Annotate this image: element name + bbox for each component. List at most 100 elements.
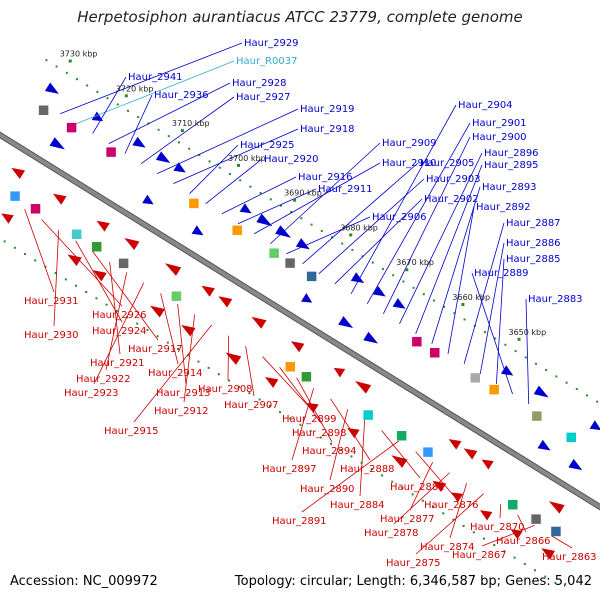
forward-gene-arrow <box>44 82 59 94</box>
map-title: Herpetosiphon aurantiacus ATCC 23779, co… <box>77 8 523 26</box>
track-dot <box>493 543 496 546</box>
track-dot <box>442 512 445 515</box>
gene-label: Haur_2916 <box>298 172 353 183</box>
reverse-gene-arrow <box>354 380 372 394</box>
callout-line <box>279 366 323 425</box>
forward-gene-arrow <box>191 225 204 236</box>
gene-label: Haur_2909 <box>382 138 437 149</box>
callout-line <box>286 216 371 255</box>
track-dot <box>249 185 252 188</box>
tick-mark <box>180 129 184 133</box>
track-dot <box>392 274 395 277</box>
gene-label: Haur_2890 <box>300 484 355 495</box>
track-dot <box>443 305 446 308</box>
reverse-gene-arrow <box>201 285 215 297</box>
callout-line <box>481 524 535 547</box>
gene-label: Haur_2925 <box>240 140 295 151</box>
track-dot <box>575 388 578 391</box>
callout-line <box>227 335 230 381</box>
reverse-gene-arrow <box>463 448 478 460</box>
gene-label: Haur_2931 <box>24 296 79 307</box>
gene-label: Haur_2905 <box>420 158 475 169</box>
feature-box <box>429 347 440 359</box>
tick-mark <box>293 198 297 202</box>
gene-label: Haur_2912 <box>154 406 209 417</box>
callout-line <box>463 222 505 365</box>
track-dot <box>310 223 313 226</box>
track-dot <box>341 242 344 245</box>
callout-line <box>291 388 315 461</box>
gene-label: Haur_2867 <box>452 550 507 561</box>
track-dot <box>534 362 537 365</box>
track-dot <box>463 318 466 321</box>
gene-label: Haur_2917 <box>128 344 183 355</box>
callout-line <box>449 483 468 539</box>
callout-line <box>302 162 419 265</box>
callout-line <box>330 398 371 461</box>
track-dot <box>207 366 210 369</box>
track-dot <box>146 328 149 331</box>
callout-line <box>93 282 145 385</box>
reverse-gene-arrow <box>264 376 279 388</box>
track-dot <box>412 286 415 289</box>
track-dot <box>290 210 293 213</box>
gene-label: Haur_2907 <box>224 400 279 411</box>
callout-line <box>140 96 235 164</box>
tick-label: 3670 kbp <box>396 258 434 267</box>
track-dot <box>259 192 262 195</box>
track-dot <box>472 531 475 534</box>
track-dot <box>360 461 363 464</box>
callout-line <box>253 162 381 235</box>
gene-label: Haur_2874 <box>420 542 475 553</box>
callout-line <box>329 409 349 481</box>
gene-label: Haur_2901 <box>472 118 527 129</box>
track-dot <box>156 335 159 338</box>
track-dot <box>45 59 48 62</box>
track-dot <box>411 493 414 496</box>
track-dot <box>218 166 221 169</box>
gene-label: Haur_2929 <box>244 38 299 49</box>
feature-box <box>105 146 117 158</box>
track-dot <box>309 430 312 433</box>
track-dot <box>523 562 526 565</box>
track-dot <box>432 506 435 509</box>
track-dot <box>126 109 129 112</box>
forward-gene-arrow <box>91 111 104 122</box>
callout-line <box>245 346 255 397</box>
callout-line <box>296 377 333 443</box>
reverse-gene-arrow <box>124 237 140 250</box>
callout-line <box>525 298 530 404</box>
track-dot <box>361 255 364 258</box>
track-dot <box>422 293 425 296</box>
track-dot <box>13 246 16 249</box>
reverse-gene-arrow <box>251 316 267 329</box>
gene-label: Haur_2887 <box>506 218 561 229</box>
forward-gene-arrow <box>537 439 551 451</box>
gene-label: Haur_2878 <box>364 528 419 539</box>
callout-line <box>189 144 239 194</box>
track-dot <box>391 480 394 483</box>
track-dot <box>381 267 384 270</box>
gene-label: Haur_2866 <box>496 536 551 547</box>
track-dot <box>75 284 78 287</box>
track-dot <box>300 217 303 220</box>
forward-gene-arrow <box>295 238 310 250</box>
callout-line <box>496 258 505 384</box>
accession-text: Accession: NC_009972 <box>10 574 158 589</box>
reverse-gene-arrow <box>1 213 14 224</box>
track-dot <box>106 97 109 100</box>
gene-label: Haur_2888 <box>340 464 395 475</box>
tick-label: 3730 kbp <box>60 50 98 59</box>
track-dot <box>65 71 68 74</box>
gene-label: Haur_2913 <box>156 388 211 399</box>
forward-gene-arrow <box>589 420 600 430</box>
tick-label: 3680 kbp <box>340 223 378 232</box>
feature-box <box>9 190 21 202</box>
track-dot <box>401 487 404 490</box>
gene-label: Haur_2877 <box>380 514 435 525</box>
feature-box <box>530 513 542 525</box>
forward-gene-arrow <box>533 385 549 398</box>
track-dot <box>483 331 486 334</box>
callout-line <box>237 188 317 225</box>
track-dot <box>554 581 557 584</box>
